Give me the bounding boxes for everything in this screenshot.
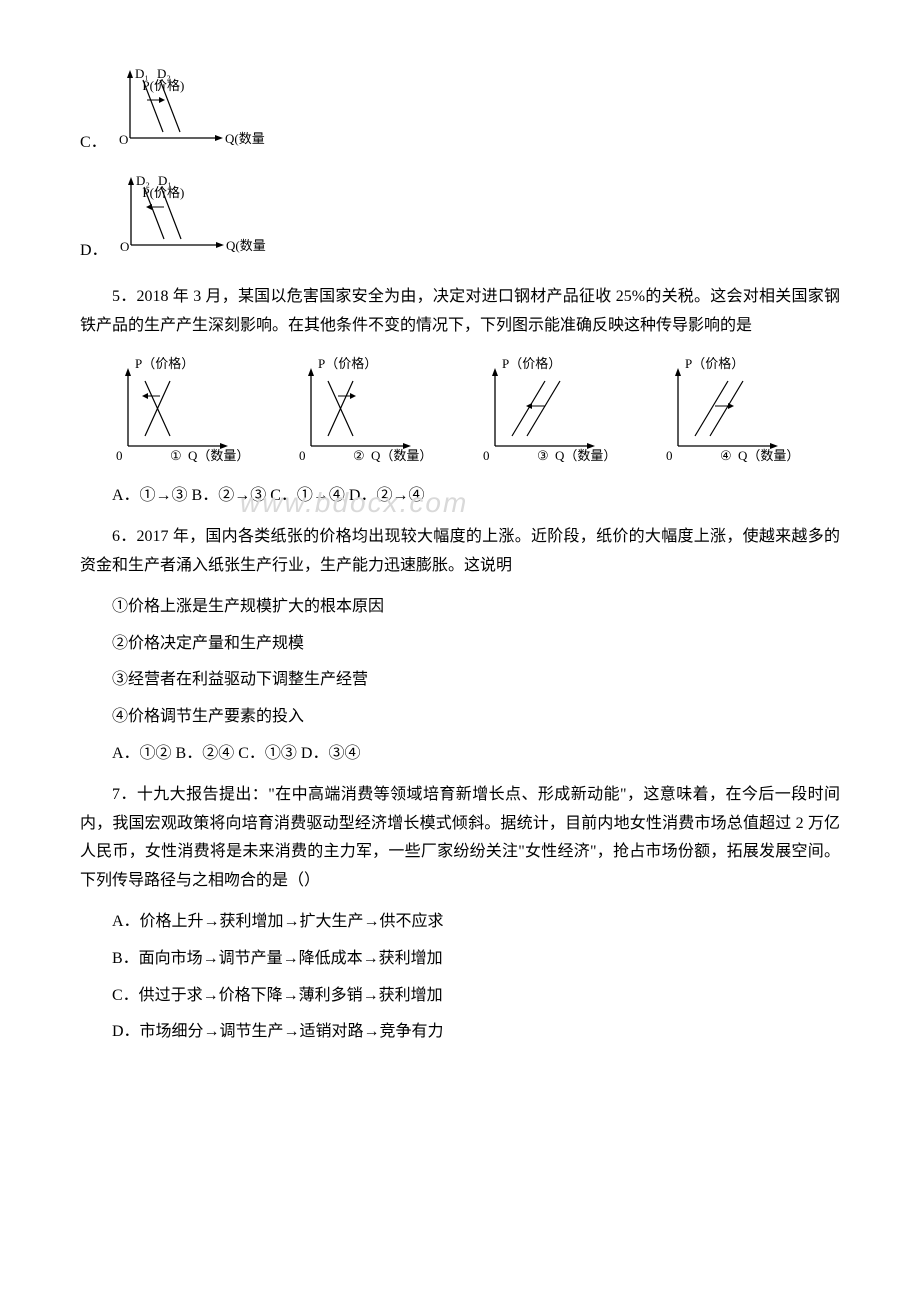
svg-text:③: ③: [537, 448, 549, 463]
q6-item-4: ④价格调节生产要素的投入: [80, 703, 840, 732]
svg-text:P（价格）: P（价格）: [318, 356, 377, 371]
q6-text: 6．2017 年，国内各类纸张的价格均出现较大幅度的上涨。近阶段，纸价的大幅度上…: [80, 523, 840, 581]
q6-item-3: ③经营者在利益驱动下调整生产经营: [80, 666, 840, 695]
q5-chart-4: P（价格） 0 ④ Q（数量）: [660, 356, 810, 466]
q5-options: A．①→③ B．②→③ C．①→④ D．②→④: [80, 482, 840, 511]
svg-text:②: ②: [353, 448, 365, 463]
svg-text:0: 0: [116, 448, 123, 463]
svg-text:0: 0: [666, 448, 673, 463]
q7-text: 7．十九大报告提出："在中高端消费等领域培育新增长点、形成新动能"，这意味着，在…: [80, 781, 840, 896]
svg-text:Q（数量）: Q（数量）: [738, 448, 799, 463]
chart-d-origin: O: [120, 239, 129, 254]
q7-opt-b: B．面向市场→调节产量→降低成本→获利增加: [80, 945, 840, 974]
q6-item-1: ①价格上涨是生产规模扩大的根本原因: [80, 593, 840, 622]
svg-text:①: ①: [170, 448, 182, 463]
q7-opt-c: C．供过于求→价格下降→薄利多销→获利增加: [80, 982, 840, 1011]
q5-charts: P（价格） 0 ① Q（数量） P（价格）: [110, 356, 810, 466]
q6-item-2: ②价格决定产量和生产规模: [80, 630, 840, 659]
chart-d-svg: D₂ D₁ O Q(数量): [116, 175, 266, 265]
svg-text:Q（数量）: Q（数量）: [555, 448, 616, 463]
chart-d-xlabel: Q(数量): [226, 238, 266, 253]
svg-text:P（价格）: P（价格）: [135, 356, 194, 371]
svg-text:0: 0: [299, 448, 306, 463]
q7-opt-d: D．市场细分→调节生产→适销对路→竞争有力: [80, 1018, 840, 1047]
svg-text:P（价格）: P（价格）: [685, 356, 744, 371]
chart-c-label: C．: [80, 129, 107, 158]
svg-text:P（价格）: P（价格）: [502, 356, 561, 371]
chart-c-origin: O: [119, 132, 128, 147]
chart-d-label: D．: [80, 237, 108, 266]
q5-chart-1: P（价格） 0 ① Q（数量）: [110, 356, 260, 466]
svg-text:Q（数量）: Q（数量）: [371, 448, 432, 463]
svg-text:Q（数量）: Q（数量）: [188, 448, 249, 463]
svg-text:④: ④: [720, 448, 732, 463]
q5-text: 5．2018 年 3 月，某国以危害国家安全为由，决定对进口钢材产品征收 25%…: [80, 283, 840, 341]
q5-chart-2: P（价格） 0 ② Q（数量）: [293, 356, 443, 466]
chart-c-xlabel: Q(数量): [225, 131, 265, 146]
q7-opt-a: A．价格上升→获利增加→扩大生产→供不应求: [80, 908, 840, 937]
chart-c-svg: D₁ D₂ O Q(数量): [115, 68, 265, 158]
q5-chart-3: P（价格） 0 ③ Q（数量）: [477, 356, 627, 466]
svg-text:0: 0: [483, 448, 490, 463]
q6-options: A．①② B．②④ C．①③ D．③④: [80, 740, 840, 769]
